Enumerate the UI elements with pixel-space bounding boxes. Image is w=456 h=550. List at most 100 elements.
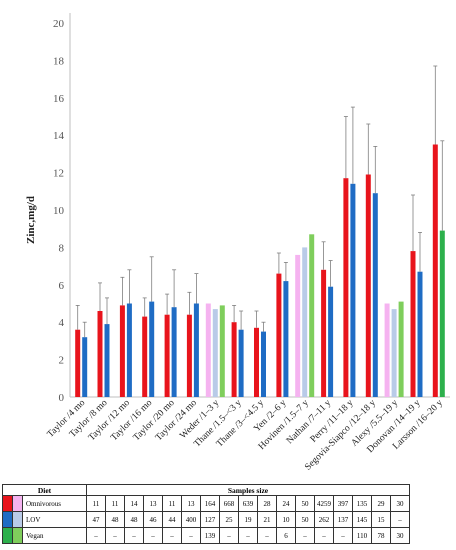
y-tick-label: 6 <box>59 280 65 292</box>
sample-size-cell: 145 <box>352 511 372 528</box>
y-tick-label: 14 <box>53 130 65 142</box>
sample-size-cell: 21 <box>257 511 277 528</box>
sample-size-cell: 6 <box>276 527 296 544</box>
sample-size-cell: 135 <box>352 495 372 512</box>
sample-size-cell: 127 <box>200 511 220 528</box>
bar-lov <box>171 307 177 397</box>
bar-omnivorous <box>205 303 211 397</box>
sample-size-cell: 44 <box>162 511 182 528</box>
sample-size-cell: – <box>295 527 315 544</box>
bar-vegan <box>309 234 315 397</box>
bars <box>75 65 445 397</box>
bar-lov <box>261 331 266 397</box>
bar-omnivorous <box>164 314 170 397</box>
diet-label: Omnivorous <box>22 495 87 512</box>
bar-lov <box>212 309 218 397</box>
diet-label: LOV <box>22 511 87 528</box>
sample-size-cell: 639 <box>238 495 258 512</box>
sample-size-cell: 19 <box>238 511 258 528</box>
sample-size-cell: – <box>181 527 201 544</box>
sample-size-cell: 15 <box>371 511 391 528</box>
bar-omnivorous <box>142 316 148 397</box>
bar-omnivorous <box>97 311 103 397</box>
table-row: Vegan – – – – – –139– – –6– – –110 78 30 <box>2 527 410 544</box>
axes: 0 2 4 6 8 10 12 14 16 18 20 <box>53 13 450 404</box>
sample-size-cell: 48 <box>124 511 144 528</box>
bar-omnivorous <box>410 251 416 397</box>
y-tick-label: 10 <box>53 205 65 217</box>
sample-size-cell: 11 <box>86 495 106 512</box>
y-tick-label: 12 <box>53 168 64 180</box>
bar-omnivorous <box>432 144 438 397</box>
y-axis-label: Zinc,mg/d <box>25 196 37 244</box>
sample-size-cell: – <box>162 527 182 544</box>
sample-size-cell: 13 <box>181 495 201 512</box>
swatch-light <box>12 527 23 544</box>
bar-vegan <box>439 230 445 397</box>
sample-size-cell: 137 <box>333 511 353 528</box>
bar-omnivorous <box>119 305 125 397</box>
sample-size-cell: – <box>314 527 334 544</box>
y-tick-label: 20 <box>53 18 65 30</box>
sample-size-cell: – <box>390 511 410 528</box>
sample-size-cell: 50 <box>295 511 315 528</box>
sample-size-cell: – <box>143 527 163 544</box>
sample-size-cell: 28 <box>257 495 277 512</box>
sample-size-cell: 110 <box>352 527 372 544</box>
bar-omnivorous <box>343 178 349 397</box>
bar-omnivorous <box>321 269 327 397</box>
sample-size-cell: 48 <box>105 511 125 528</box>
table-row: LOV 47 48 48 46 44 400 127 25 19 21 10 50 262 137 145 15… <box>2 511 410 528</box>
sample-size-cell: 397 <box>333 495 353 512</box>
bar-lov <box>82 337 88 397</box>
sample-size-cell: 139 <box>200 527 220 544</box>
bar-omnivorous <box>75 329 81 397</box>
samples-header: Samples size <box>86 484 410 496</box>
bar-omnivorous <box>276 273 282 397</box>
y-tick-label: 18 <box>53 55 65 67</box>
swatch-dark <box>2 511 13 528</box>
bar-lov <box>417 271 423 397</box>
sample-size-cell: 24 <box>276 495 296 512</box>
bar-omnivorous <box>365 174 371 397</box>
sample-size-cell: – <box>124 527 144 544</box>
bar-lov <box>302 247 308 397</box>
bar-lov <box>372 193 378 397</box>
bar-lov <box>193 303 199 397</box>
y-tick-label: 0 <box>59 392 65 404</box>
sample-size-cell: 4259 <box>314 495 334 512</box>
bar-lov <box>391 309 397 397</box>
bar-omnivorous <box>186 314 192 397</box>
sample-size-cell: 30 <box>390 495 410 512</box>
sample-size-cell: 13 <box>143 495 163 512</box>
sample-size-cell: 78 <box>371 527 391 544</box>
sample-size-cell: – <box>333 527 353 544</box>
bar-lov <box>350 183 356 397</box>
bar-lov <box>126 303 132 397</box>
sample-size-cell: 50 <box>295 495 315 512</box>
swatch-light <box>12 511 23 528</box>
sample-size-cell: 164 <box>200 495 220 512</box>
y-tick-label: 8 <box>59 242 65 254</box>
sample-size-cell: 25 <box>219 511 239 528</box>
y-tick-label: 16 <box>53 93 65 105</box>
bar-lov <box>238 329 244 397</box>
sample-size-cell: 400 <box>181 511 201 528</box>
bar-vegan <box>398 301 404 397</box>
diet-header: Diet <box>2 484 87 496</box>
sample-size-cell: 262 <box>314 511 334 528</box>
sample-size-cell: 47 <box>86 511 106 528</box>
sample-size-cell: 10 <box>276 511 296 528</box>
bar-lov <box>328 286 334 397</box>
bar-omnivorous <box>295 254 301 397</box>
table-header-row: Diet Samples size <box>2 484 410 496</box>
sample-size-cell: – <box>257 527 277 544</box>
sample-size-cell: – <box>86 527 106 544</box>
sample-size-cell: – <box>105 527 125 544</box>
swatch-dark <box>2 527 13 544</box>
sample-size-cell: 30 <box>390 527 410 544</box>
table-row: Omnivorous 11 11 14 13 11 13 164 668 639 28 24 50 425… <box>2 495 410 512</box>
bar-lov <box>283 281 289 397</box>
